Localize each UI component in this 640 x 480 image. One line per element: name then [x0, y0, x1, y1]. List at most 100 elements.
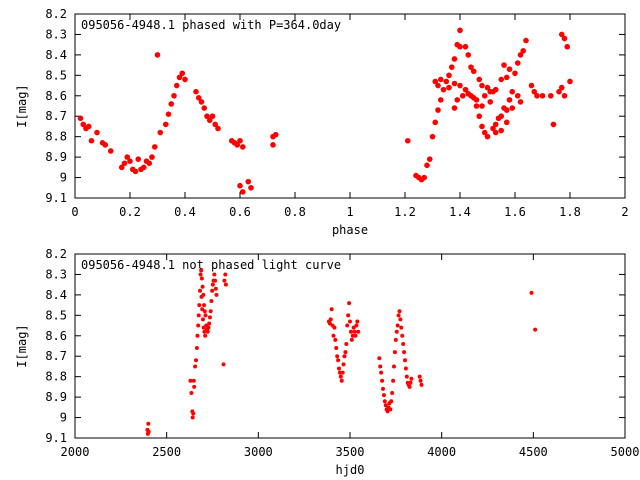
unphased-data-point: [356, 329, 361, 334]
phased-y-tick-label: 8.3: [45, 27, 67, 41]
unphased-data-point: [194, 358, 198, 363]
unphased-x-tick-label: 3500: [336, 445, 365, 459]
phased-data-point: [198, 99, 205, 105]
unphased-data-point: [191, 378, 196, 383]
phased-x-tick-label: 1.6: [504, 205, 526, 219]
unphased-data-point: [378, 364, 383, 369]
phased-data-point: [556, 88, 562, 95]
unphased-data-point: [339, 378, 344, 383]
unphased-data-point: [345, 323, 350, 328]
phased-data-point: [506, 66, 513, 72]
unphased-data-point: [382, 399, 387, 404]
phased-data-point: [534, 92, 540, 99]
phased-data-point: [503, 74, 510, 81]
unphased-data-point: [332, 325, 337, 330]
unphased-data-point: [334, 346, 339, 351]
unphased-data-point: [197, 303, 202, 308]
phased-data-point: [561, 92, 568, 99]
phased-x-axis-label: phase: [332, 223, 368, 237]
unphased-data-point: [203, 313, 208, 318]
phased-x-tick-label: 0.6: [229, 205, 251, 219]
phased-data-point: [514, 92, 521, 99]
unphased-data-points: [145, 268, 538, 436]
unphased-data-point: [329, 307, 334, 312]
unphased-data-point: [389, 399, 394, 404]
phased-data-point: [547, 92, 554, 99]
phased-data-point: [481, 92, 488, 99]
phased-data-point: [124, 154, 131, 160]
unphased-y-tick-label: 9.1: [45, 431, 67, 445]
phased-data-point: [470, 68, 477, 75]
unphased-data-point: [347, 301, 352, 306]
phased-data-point: [506, 97, 513, 103]
phased-data-point: [121, 160, 128, 167]
phased-data-point: [426, 156, 433, 162]
unphased-x-tick-label: 2500: [152, 445, 181, 459]
phased-data-point: [509, 88, 516, 95]
phased-data-point: [498, 113, 505, 120]
unphased-data-point: [209, 299, 214, 304]
phased-data-point: [424, 162, 430, 169]
phased-data-point: [454, 97, 461, 103]
unphased-data-point: [202, 329, 207, 334]
unphased-data-point: [336, 358, 341, 363]
unphased-data-point: [383, 403, 388, 408]
phased-y-tick-label: 8.6: [45, 89, 67, 103]
unphased-data-point: [393, 337, 398, 342]
unphased-data-point: [213, 278, 218, 283]
unphased-data-point: [333, 337, 338, 342]
phased-data-point: [462, 86, 469, 93]
unphased-data-point: [210, 282, 215, 287]
phased-x-tick-label: 0.4: [174, 205, 196, 219]
unphased-data-point: [403, 366, 408, 371]
phased-data-point: [457, 27, 463, 34]
phased-data-point: [149, 154, 155, 160]
phased-data-point: [457, 82, 463, 89]
phased-data-point: [435, 82, 441, 89]
unphased-data-point: [206, 325, 211, 330]
unphased-data-point: [191, 411, 196, 416]
phased-data-point: [490, 125, 496, 132]
unphased-data-point: [335, 354, 340, 359]
unphased-data-point: [221, 362, 226, 367]
phased-chart-title: 095056-4948.1 phased with P=364.0day: [81, 18, 341, 32]
unphased-data-point: [203, 333, 208, 338]
unphased-data-point: [401, 341, 406, 346]
phased-y-tick-label: 9.1: [45, 191, 67, 205]
phased-data-point: [561, 35, 568, 42]
phased-data-point: [558, 31, 565, 38]
unphased-data-point: [196, 313, 201, 318]
phased-data-point: [457, 43, 463, 50]
unphased-data-point: [214, 292, 219, 297]
unphased-data-point: [381, 393, 386, 398]
phased-x-tick-label: 1: [346, 205, 353, 219]
unphased-data-point: [398, 317, 403, 322]
phased-data-point: [465, 90, 472, 97]
unphased-data-point: [331, 333, 336, 338]
unphased-data-point: [337, 366, 341, 371]
phased-data-point: [234, 142, 241, 148]
unphased-data-point: [223, 272, 228, 277]
phased-x-axis-ticks: 0 0.2 0.4 0.6 0.8 1 1.2 1.4 1.6 1.8 2: [71, 14, 629, 219]
unphased-data-point: [198, 272, 203, 277]
unphased-data-point: [195, 333, 200, 338]
phased-data-point: [272, 131, 279, 138]
unphased-data-point: [207, 315, 212, 320]
unphased-data-point: [400, 333, 405, 338]
phased-data-point: [451, 105, 458, 111]
unphased-data-point: [340, 370, 345, 375]
phased-light-curve-chart: 095056-4948.1 phased with P=364.0day pha…: [15, 7, 629, 237]
unphased-data-point: [341, 362, 346, 367]
phased-data-point: [88, 137, 95, 144]
unphased-data-point: [205, 329, 210, 334]
unphased-data-point: [379, 370, 384, 375]
unphased-data-point: [199, 276, 204, 281]
phased-data-point: [132, 168, 139, 175]
phased-y-tick-label: 8.7: [45, 109, 67, 123]
unphased-data-point: [380, 378, 385, 383]
unphased-x-tick-label: 2000: [61, 445, 90, 459]
phased-data-point: [520, 48, 527, 54]
unphased-data-point: [338, 374, 343, 379]
phased-data-point: [479, 103, 485, 109]
